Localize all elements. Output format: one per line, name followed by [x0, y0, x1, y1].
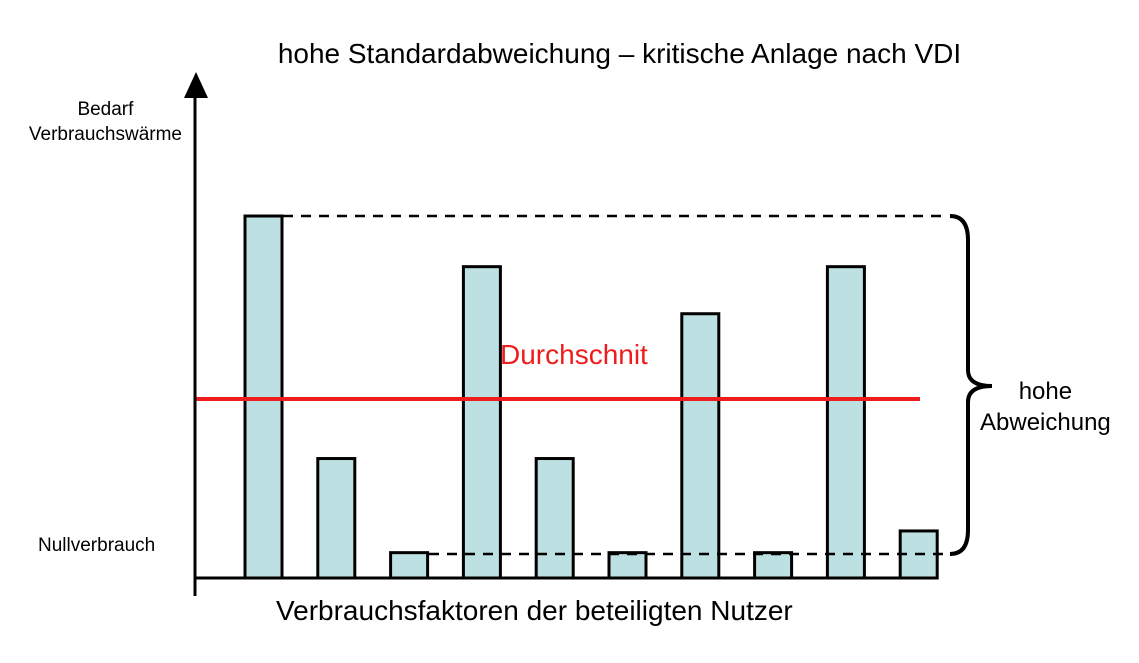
bar-3: [389, 551, 430, 580]
bar-2: [316, 457, 357, 580]
average-label: Durchschnit: [500, 339, 648, 370]
y-axis-label: Bedarf Verbrauchswärme: [29, 97, 182, 147]
y-axis-arrowhead: [184, 72, 208, 98]
bar-9: [825, 265, 866, 580]
range-brace: [949, 214, 993, 556]
deviation-label-line-2: Abweichung: [980, 409, 1111, 436]
bar-8: [753, 551, 794, 580]
deviation-label-line-1: hohe: [1018, 378, 1073, 405]
chart-title: hohe Standardabweichung – kritische Anla…: [277, 38, 962, 69]
deviation-label: hohe Abweichung: [980, 376, 1111, 438]
y-axis-label-line-1: Bedarf: [77, 99, 134, 120]
y-axis-label-line-2: Verbrauchswärme: [28, 124, 182, 145]
bar-5: [534, 457, 575, 580]
bar-4: [461, 265, 502, 580]
baseline-label: Nullverbrauch: [38, 535, 156, 556]
bar-6: [607, 551, 648, 580]
bar-7: [680, 312, 721, 580]
x-axis-label: Verbrauchsfaktoren der beteiligten Nutze…: [276, 595, 793, 626]
